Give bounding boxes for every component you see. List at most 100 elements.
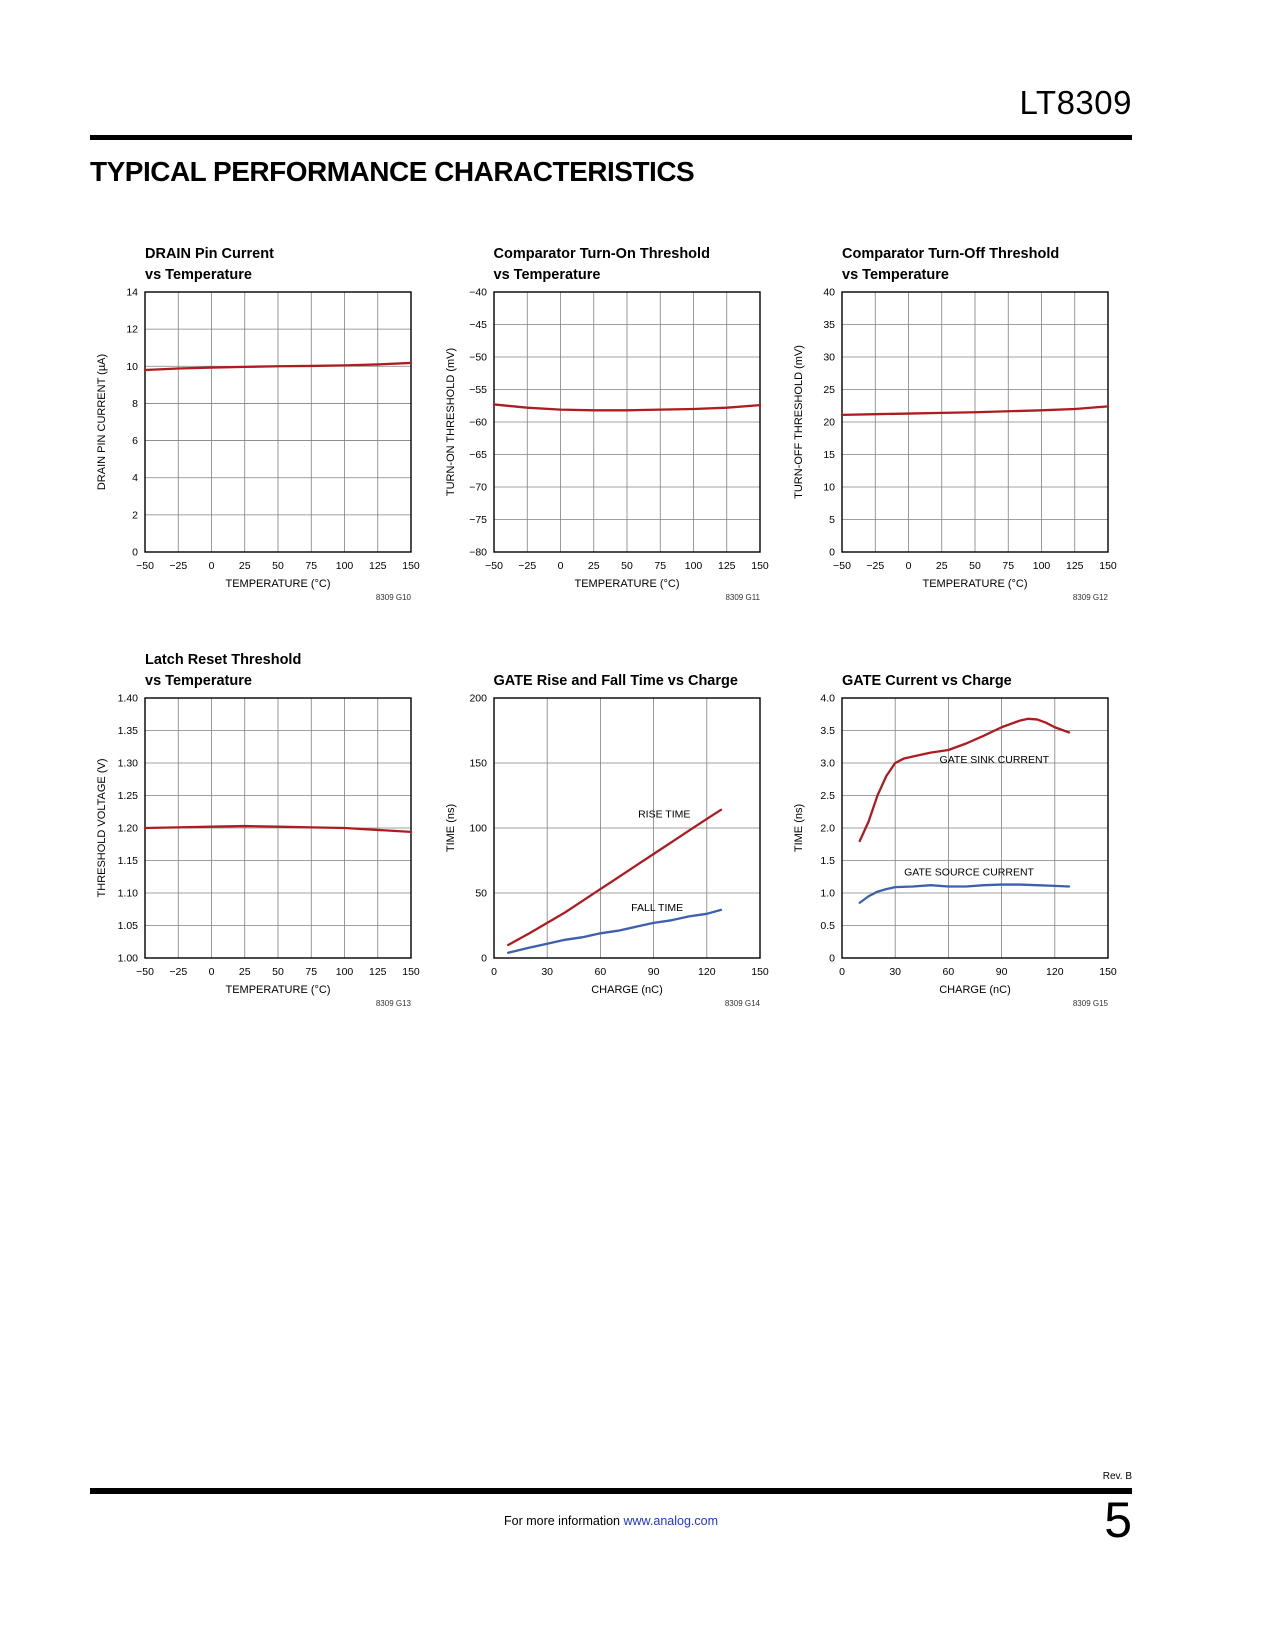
x-axis-title: CHARGE (nC) — [591, 984, 663, 996]
x-tick-label: 50 — [969, 560, 981, 572]
annotation: RISE TIME — [638, 809, 690, 821]
x-tick-label: 0 — [209, 966, 215, 978]
y-tick-label: −60 — [469, 417, 487, 429]
y-tick-label: −40 — [469, 287, 487, 299]
chart-plot: −50 −25 0 25 50 75 100 125 150 0 5 10 15 20 25 30 35 40 TE… — [793, 287, 1117, 603]
x-tick-label: −25 — [866, 560, 884, 572]
y-tick-label: 3.5 — [820, 725, 835, 737]
x-tick-label: −50 — [485, 560, 503, 572]
y-tick-label: 0 — [829, 953, 835, 965]
plot-border — [492, 697, 761, 959]
graph-id: 8309 G10 — [376, 593, 412, 602]
x-tick-label: 75 — [1002, 560, 1014, 572]
y-tick-label: 1.35 — [118, 725, 139, 737]
y-tick-label: 1.00 — [118, 953, 139, 965]
graph-id: 8309 G12 — [1073, 593, 1109, 602]
graph-id: 8309 G13 — [376, 999, 412, 1008]
chart-title-line: GATE Rise and Fall Time vs Charge — [493, 673, 738, 689]
y-tick-label: 0 — [132, 547, 138, 559]
x-tick-label: 25 — [936, 560, 948, 572]
x-tick-label: 150 — [402, 966, 420, 978]
y-tick-label: −75 — [469, 514, 487, 526]
y-tick-label: 10 — [823, 482, 835, 494]
series-turn-on-threshold — [492, 403, 761, 412]
chart-title: DRAIN Pin Current vs Temperature — [145, 236, 437, 286]
y-tick-label: 12 — [126, 324, 138, 336]
annotation: FALL TIME — [631, 902, 683, 914]
y-tick-label: 1.25 — [118, 790, 139, 802]
series-gate-source-current — [858, 883, 1071, 904]
series-gate-sink-current — [858, 717, 1071, 843]
chart-title-line: GATE Current vs Charge — [842, 673, 1012, 689]
chart-title: Comparator Turn-Off Threshold vs Temperat… — [842, 236, 1134, 286]
y-tick-label: 14 — [126, 287, 138, 299]
y-axis-title: DRAIN PIN CURRENT (µA) — [96, 354, 108, 490]
y-tick-label: 35 — [823, 319, 835, 331]
series-latch-reset-threshold — [143, 824, 413, 834]
y-tick-label: 1.0 — [820, 888, 835, 900]
y-tick-label: 0.5 — [820, 920, 835, 932]
y-tick-label: 100 — [469, 823, 487, 835]
x-tick-label: −50 — [136, 560, 154, 572]
y-tick-label: 6 — [132, 435, 138, 447]
chart-plot: −50 −25 0 25 50 75 100 125 150 1.00 1.05 1.10 1.15 1.… — [96, 693, 420, 1009]
x-tick-label: 75 — [654, 560, 666, 572]
y-axis-title: THRESHOLD VOLTAGE (V) — [96, 759, 108, 898]
y-tick-label: −50 — [469, 352, 487, 364]
y-tick-label: −65 — [469, 449, 487, 461]
y-tick-label: −55 — [469, 384, 487, 396]
x-tick-label: 30 — [541, 966, 553, 978]
series-rise-time — [506, 808, 722, 947]
x-tick-label: 50 — [272, 966, 284, 978]
chart-plot: −50 −25 0 25 50 75 100 125 150 0 2 4 6 8 10 12 14 TEMPERA… — [96, 287, 420, 603]
chart-row-1: DRAIN Pin Current vs Temperature −50 −25 0 2… — [90, 236, 1134, 604]
x-tick-label: 90 — [996, 966, 1008, 978]
x-axis-title: TEMPERATURE (°C) — [225, 578, 330, 590]
y-tick-label: 1.05 — [118, 920, 139, 932]
y-tick-label: 0 — [829, 547, 835, 559]
page-number: 5 — [1104, 1492, 1132, 1548]
x-tick-label: −50 — [833, 560, 851, 572]
x-tick-label: 150 — [402, 560, 420, 572]
y-tick-label: 50 — [475, 888, 487, 900]
plot-border — [144, 291, 412, 553]
revision-label: Rev. B — [1102, 1471, 1132, 1482]
x-tick-label: 60 — [943, 966, 955, 978]
plot-border — [841, 697, 1109, 959]
y-tick-label: 1.15 — [118, 855, 139, 867]
chart-comparator-turn-off-threshold: Comparator Turn-Off Threshold vs Temperat… — [787, 236, 1134, 604]
x-tick-label: −50 — [136, 966, 154, 978]
y-tick-label: 2.5 — [820, 790, 835, 802]
analog-link[interactable]: www.analog.com — [623, 1514, 719, 1528]
x-tick-label: −25 — [518, 560, 536, 572]
y-tick-label: 1.20 — [118, 823, 139, 835]
x-tick-label: −25 — [169, 966, 187, 978]
chart-latch-reset-threshold: Latch Reset Threshold vs Temperature −50 −… — [90, 642, 437, 1010]
y-tick-label: 4 — [132, 472, 138, 484]
footer-rule — [90, 1488, 1132, 1494]
y-tick-label: 25 — [823, 384, 835, 396]
chart-title-line: vs Temperature — [145, 673, 252, 689]
footer-info: For more information www.analog.com — [90, 1514, 1132, 1528]
chart-title-line: DRAIN Pin Current — [145, 246, 274, 262]
x-tick-label: 120 — [698, 966, 716, 978]
chart-title-line: Latch Reset Threshold — [145, 652, 302, 668]
y-tick-label: −70 — [469, 482, 487, 494]
header-rule — [90, 135, 1132, 140]
chart-title: Comparator Turn-On Threshold vs Temperatu… — [494, 236, 786, 286]
x-tick-label: 25 — [239, 966, 251, 978]
x-axis-title: TEMPERATURE (°C) — [574, 578, 679, 590]
y-tick-label: 15 — [823, 449, 835, 461]
series-turn-off-threshold — [840, 405, 1110, 417]
x-tick-label: −25 — [169, 560, 187, 572]
graph-id: 8309 G11 — [725, 593, 760, 602]
x-tick-label: 50 — [621, 560, 633, 572]
chart-title: GATE Current vs Charge — [842, 642, 1134, 692]
x-tick-label: 125 — [717, 560, 735, 572]
x-tick-label: 0 — [906, 560, 912, 572]
y-tick-label: −80 — [469, 547, 487, 559]
chart-gate-current: GATE Current vs Charge 0 30 60 90 120 150 0 0.5… — [787, 642, 1134, 1010]
chart-gate-rise-fall-time: GATE Rise and Fall Time vs Charge 0 30 60 9… — [439, 642, 786, 1010]
y-axis-title: TURN-OFF THRESHOLD (mV) — [793, 345, 805, 499]
x-axis-title: TEMPERATURE (°C) — [225, 984, 330, 996]
